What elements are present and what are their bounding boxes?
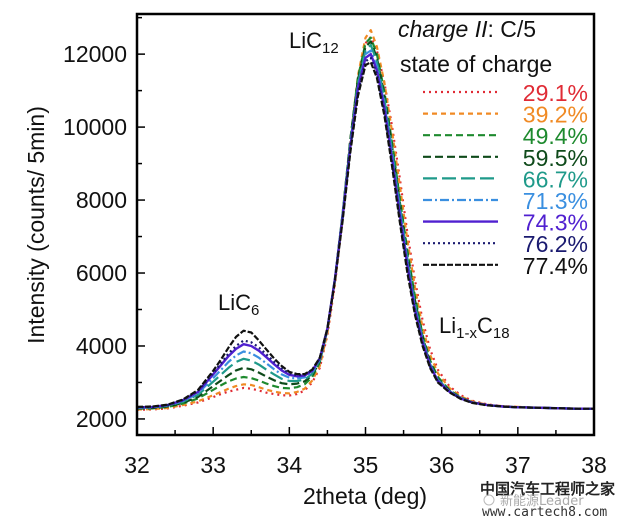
y-tick-label: 6000 <box>76 260 127 286</box>
legend-label: 29.1% <box>523 80 588 106</box>
legend-title-line1: charge II: C/5 <box>398 16 536 42</box>
watermark-wechat-text: 新能源Leader <box>500 493 584 509</box>
series-layer <box>136 29 594 411</box>
ticks-layer: 32 33 34 35 36 37 38 2000 4000 6000 8000 10000 12000 <box>63 16 607 478</box>
x-tick-label: 37 <box>505 452 531 478</box>
watermark-cn-text: 中国汽车工程师之家 <box>480 480 615 498</box>
legend-item: 71.3% <box>423 188 588 214</box>
y-tick-label: 2000 <box>76 406 127 432</box>
annotation-lic12-base: LiC <box>289 28 322 53</box>
x-tick-label: 36 <box>429 452 455 478</box>
legend-item: 59.5% <box>423 145 588 171</box>
annotation-lic12: LiC12 <box>289 28 339 57</box>
x-tick-label: 33 <box>200 452 226 478</box>
y-tick-label: 4000 <box>76 333 127 359</box>
legend-label: 76.2% <box>523 231 588 257</box>
annotation-li1xc18-sub2: 18 <box>493 325 510 342</box>
legend-label: 39.2% <box>523 102 588 128</box>
legend-item: 74.3% <box>423 210 588 236</box>
x-tick-label: 38 <box>581 452 607 478</box>
annotation-lic6-base: LiC <box>218 290 251 315</box>
y-tick-label: 12000 <box>63 41 127 67</box>
legend-label: 71.3% <box>523 188 588 214</box>
legend-item: 77.4% <box>423 253 588 279</box>
y-tick-label: 8000 <box>76 187 127 213</box>
legend-item: 29.1% <box>423 80 588 106</box>
annotation-li1xc18: Li1-xC18 <box>439 313 510 342</box>
legend-title-line2: state of charge <box>400 51 552 77</box>
annotation-li1xc18-sub1: 1-x <box>456 325 477 342</box>
annotation-li1xc18-base2: C <box>477 313 493 338</box>
legend-label: 49.4% <box>523 123 588 149</box>
legend-item: 66.7% <box>423 166 588 192</box>
legend-label: 59.5% <box>523 145 588 171</box>
legend-title-italic: charge II <box>398 16 488 42</box>
x-tick-label: 32 <box>124 452 150 478</box>
series-line-9 <box>136 61 594 410</box>
legend-item: 49.4% <box>423 123 588 149</box>
x-tick-label: 34 <box>277 452 303 478</box>
legend: 29.1%39.2%49.4%59.5%66.7%71.3%74.3%76.2%… <box>423 80 588 279</box>
annotation-lic6: LiC6 <box>218 290 259 319</box>
x-axis-title: 2theta (deg) <box>303 483 427 509</box>
wechat-icon <box>483 494 495 506</box>
legend-title-rest: : C/5 <box>488 16 537 42</box>
legend-item: 76.2% <box>423 231 588 257</box>
annotation-li1xc18-base1: Li <box>439 313 456 338</box>
x-tick-label: 35 <box>353 452 379 478</box>
annotation-lic12-sub: 12 <box>322 40 339 57</box>
legend-label: 77.4% <box>523 253 588 279</box>
y-axis-title: Intensity (counts/ 5min) <box>23 106 49 344</box>
legend-item: 39.2% <box>423 102 588 128</box>
y-tick-label: 10000 <box>63 114 127 140</box>
watermark: 中国汽车工程师之家 新能源Leader www.cartech8.com <box>480 480 615 518</box>
annotation-lic6-sub: 6 <box>251 302 259 319</box>
legend-label: 66.7% <box>523 166 588 192</box>
legend-label: 74.3% <box>523 210 588 236</box>
watermark-url: www.cartech8.com <box>482 505 607 518</box>
